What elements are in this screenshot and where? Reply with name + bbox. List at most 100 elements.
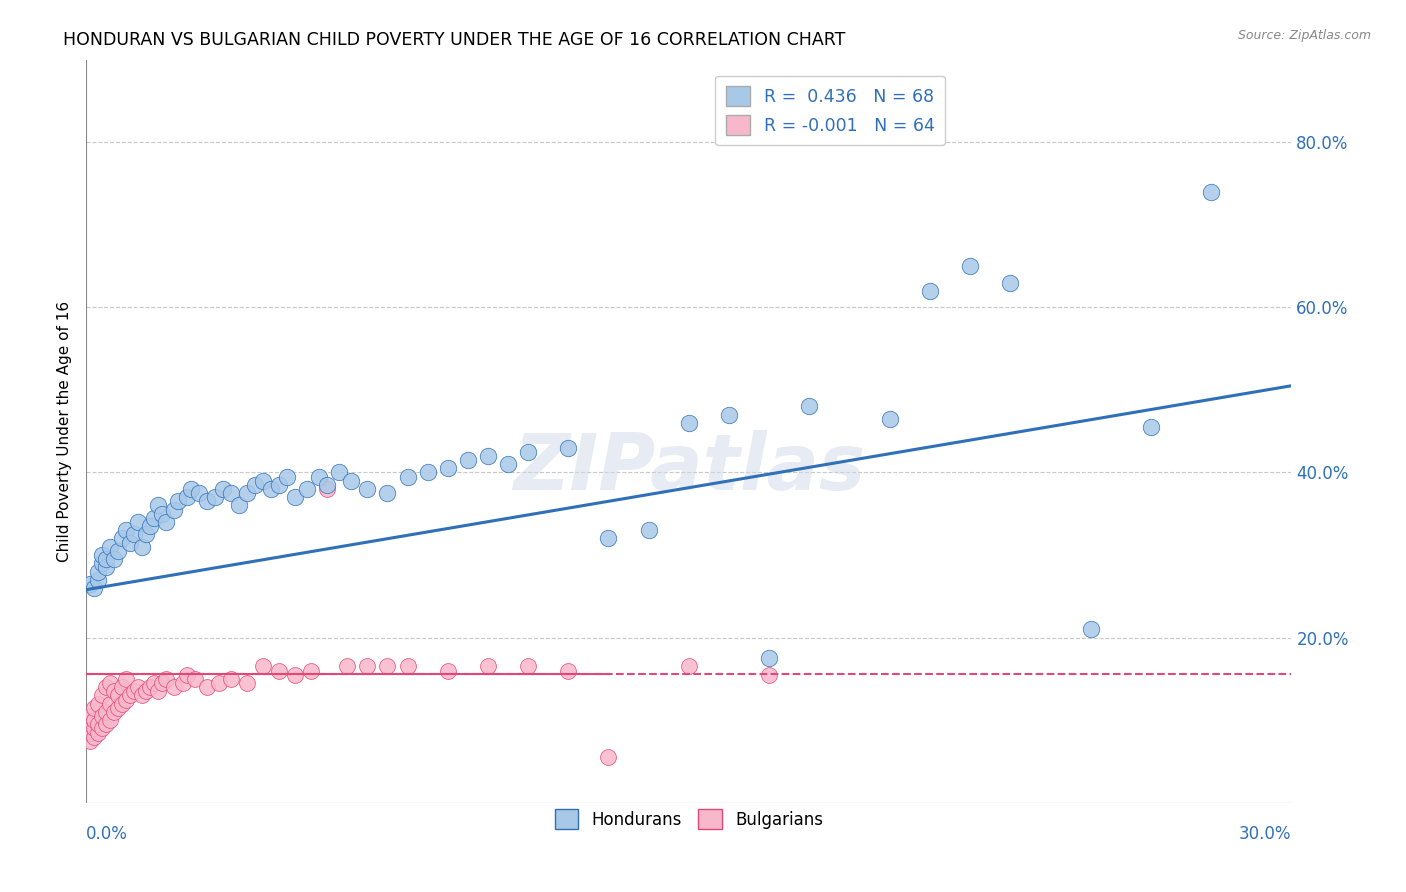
Point	[477, 659, 499, 673]
Point	[336, 659, 359, 673]
Point	[340, 474, 363, 488]
Point	[557, 664, 579, 678]
Point	[187, 486, 209, 500]
Text: Source: ZipAtlas.com: Source: ZipAtlas.com	[1237, 29, 1371, 42]
Point	[176, 667, 198, 681]
Y-axis label: Child Poverty Under the Age of 16: Child Poverty Under the Age of 16	[58, 301, 72, 562]
Point	[115, 692, 138, 706]
Point	[356, 482, 378, 496]
Point	[959, 259, 981, 273]
Point	[143, 676, 166, 690]
Point	[416, 466, 439, 480]
Point	[172, 676, 194, 690]
Point	[111, 697, 134, 711]
Point	[316, 482, 339, 496]
Point	[155, 672, 177, 686]
Point	[103, 684, 125, 698]
Point	[131, 689, 153, 703]
Point	[799, 400, 821, 414]
Point	[377, 486, 399, 500]
Point	[83, 730, 105, 744]
Point	[284, 490, 307, 504]
Point	[252, 659, 274, 673]
Point	[135, 527, 157, 541]
Point	[120, 535, 142, 549]
Point	[183, 672, 205, 686]
Point	[91, 556, 114, 570]
Point	[91, 548, 114, 562]
Point	[79, 725, 101, 739]
Point	[517, 445, 540, 459]
Point	[87, 717, 110, 731]
Point	[276, 469, 298, 483]
Point	[83, 713, 105, 727]
Point	[96, 717, 118, 731]
Point	[120, 689, 142, 703]
Point	[79, 717, 101, 731]
Point	[148, 684, 170, 698]
Point	[176, 490, 198, 504]
Point	[83, 581, 105, 595]
Point	[998, 276, 1021, 290]
Point	[152, 507, 174, 521]
Point	[678, 659, 700, 673]
Point	[87, 565, 110, 579]
Point	[115, 672, 138, 686]
Point	[75, 722, 97, 736]
Point	[457, 453, 479, 467]
Point	[163, 502, 186, 516]
Point	[167, 494, 190, 508]
Point	[91, 689, 114, 703]
Point	[236, 676, 259, 690]
Point	[139, 680, 162, 694]
Point	[127, 680, 149, 694]
Point	[208, 676, 231, 690]
Point	[103, 552, 125, 566]
Point	[267, 664, 290, 678]
Point	[598, 750, 620, 764]
Point	[135, 684, 157, 698]
Point	[98, 697, 121, 711]
Point	[517, 659, 540, 673]
Point	[91, 709, 114, 723]
Point	[127, 515, 149, 529]
Point	[195, 494, 218, 508]
Point	[75, 713, 97, 727]
Point	[96, 680, 118, 694]
Point	[396, 469, 419, 483]
Legend: Hondurans, Bulgarians: Hondurans, Bulgarians	[548, 803, 830, 835]
Point	[124, 684, 146, 698]
Point	[148, 499, 170, 513]
Point	[918, 284, 941, 298]
Point	[152, 676, 174, 690]
Point	[83, 722, 105, 736]
Point	[299, 664, 322, 678]
Point	[396, 659, 419, 673]
Point	[436, 461, 458, 475]
Text: ZIPatlas: ZIPatlas	[513, 430, 865, 507]
Point	[115, 523, 138, 537]
Point	[356, 659, 378, 673]
Point	[717, 408, 740, 422]
Point	[204, 490, 226, 504]
Point	[124, 527, 146, 541]
Point	[107, 544, 129, 558]
Point	[1140, 420, 1163, 434]
Point	[211, 482, 233, 496]
Point	[236, 486, 259, 500]
Point	[377, 659, 399, 673]
Point	[260, 482, 283, 496]
Point	[436, 664, 458, 678]
Point	[1199, 185, 1222, 199]
Point	[91, 722, 114, 736]
Point	[316, 478, 339, 492]
Point	[111, 680, 134, 694]
Point	[96, 705, 118, 719]
Point	[79, 577, 101, 591]
Point	[219, 672, 242, 686]
Point	[180, 482, 202, 496]
Point	[103, 705, 125, 719]
Text: 30.0%: 30.0%	[1239, 825, 1292, 843]
Point	[758, 651, 780, 665]
Point	[284, 667, 307, 681]
